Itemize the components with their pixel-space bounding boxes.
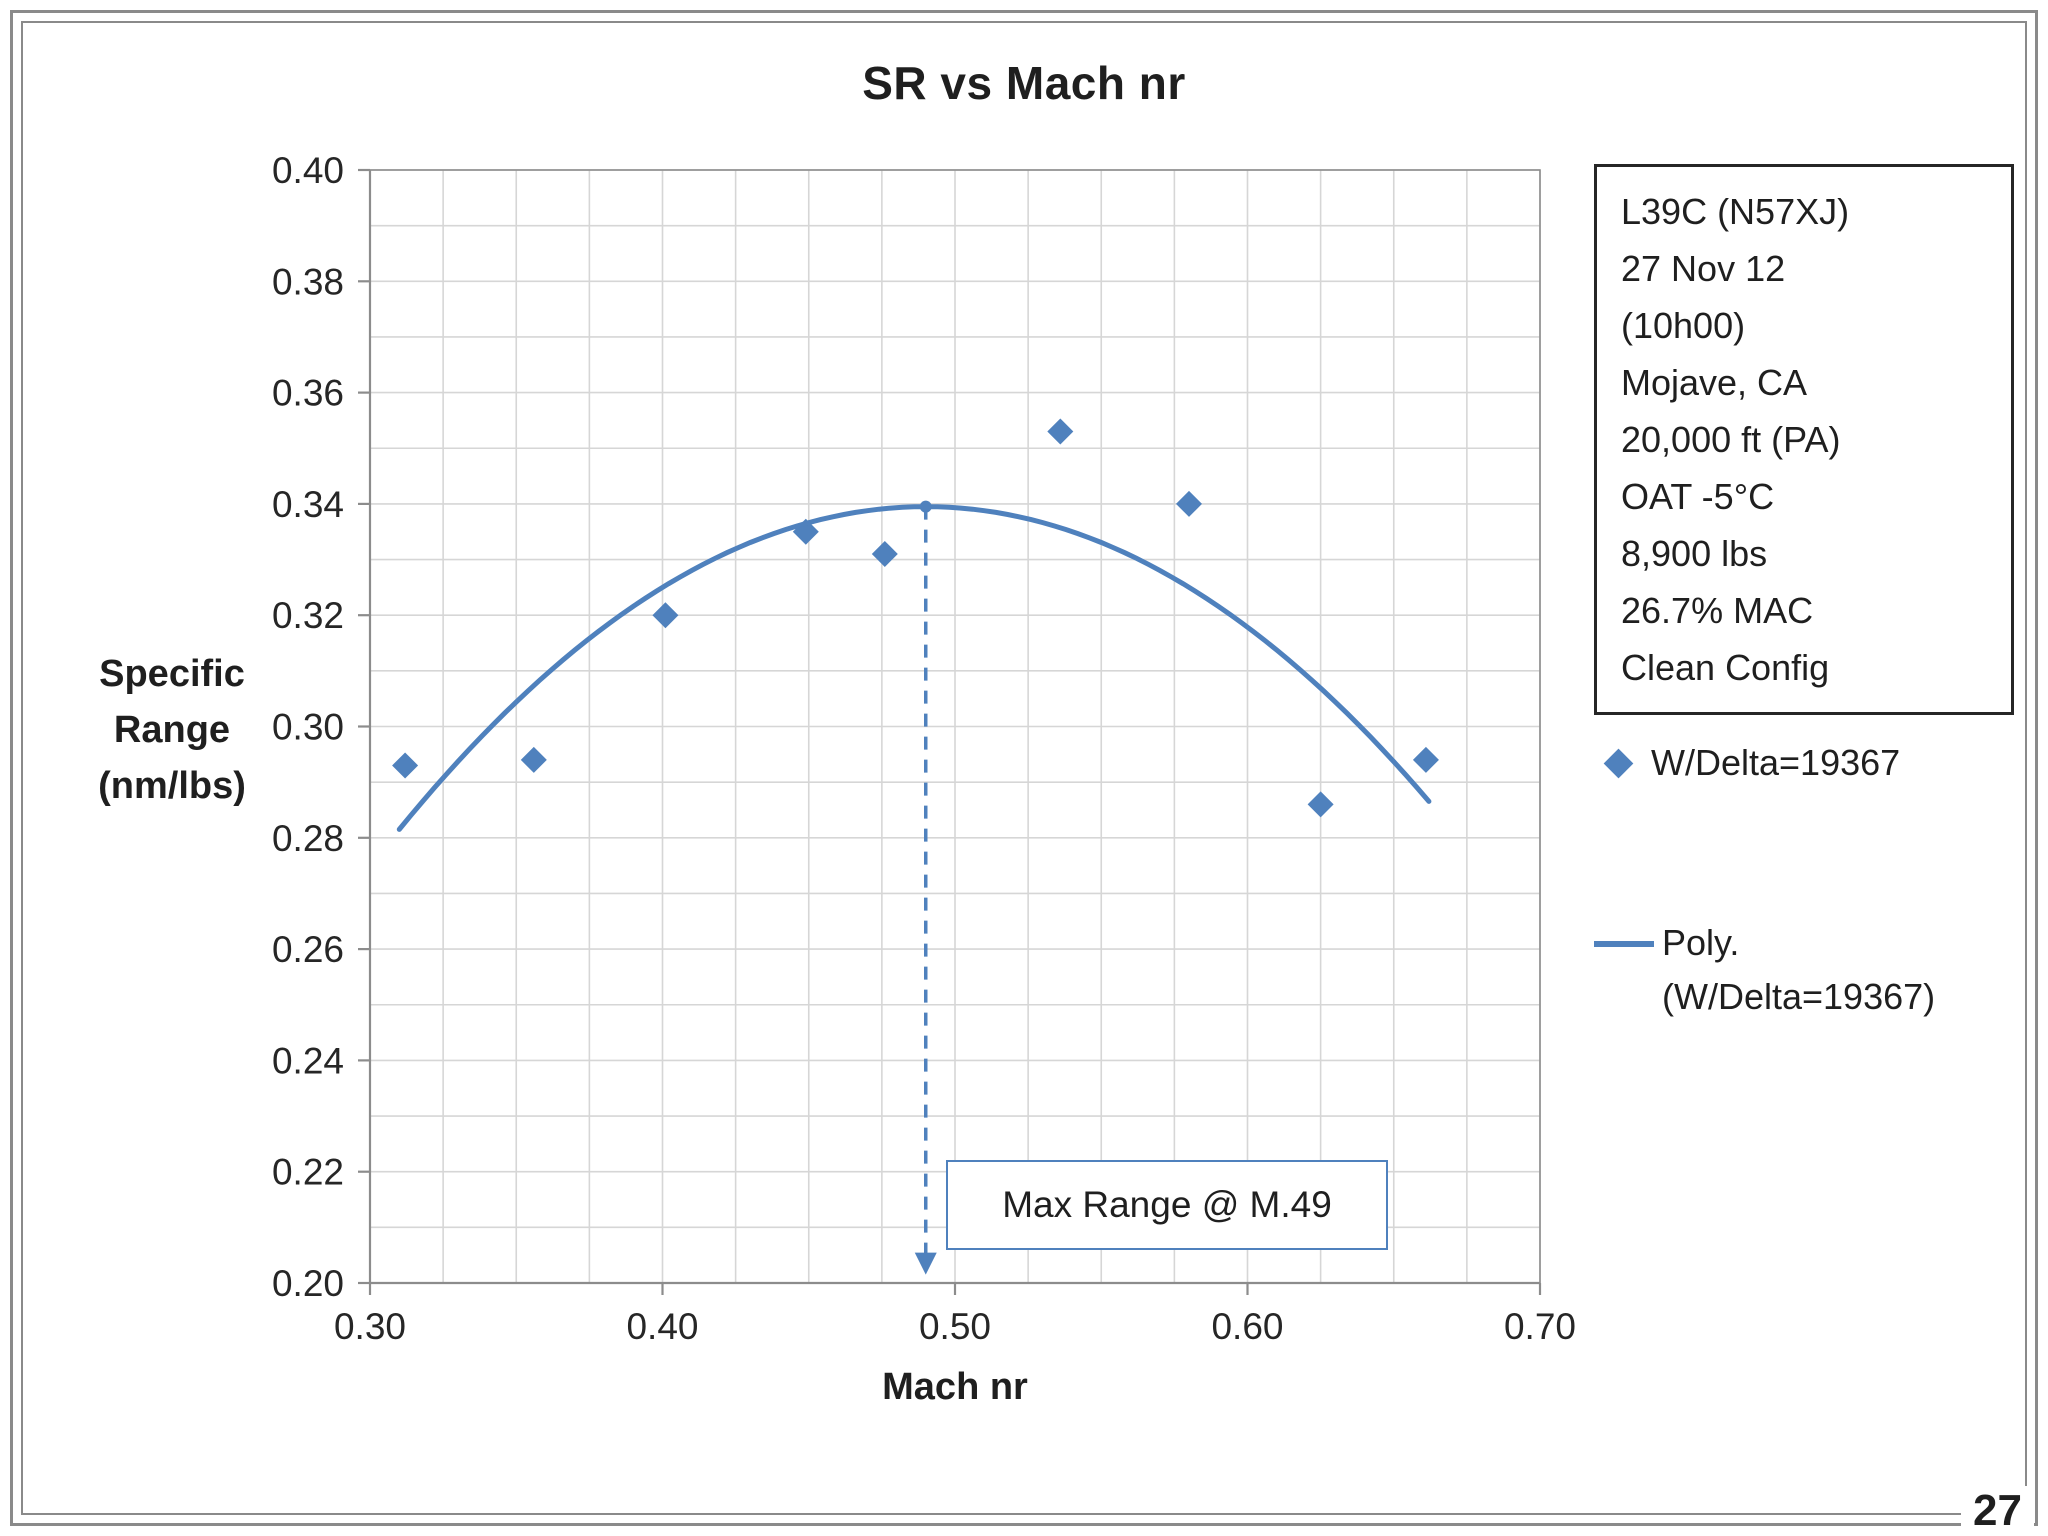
info-box-line: L39C (N57XJ) [1621, 191, 1850, 232]
legend-poly-label-line1: Poly. [1662, 922, 1740, 963]
legend-item-poly: Poly. (W/Delta=19367) [1594, 916, 1935, 1024]
data-point-diamond [652, 602, 679, 629]
chart-title: SR vs Mach nr [862, 57, 1186, 109]
page-number: 27 [1961, 1486, 2034, 1536]
y-tick-label: 0.28 [272, 818, 344, 859]
diamond-marker-icon [1603, 748, 1634, 778]
x-tick-label: 0.70 [1504, 1306, 1576, 1347]
y-tick-label: 0.38 [272, 261, 344, 302]
data-point-diamond [871, 540, 898, 567]
info-box-line: OAT -5°C [1621, 476, 1775, 517]
info-box-line: (10h00) [1621, 305, 1746, 346]
y-tick-label: 0.34 [272, 484, 344, 525]
data-point-diamond [1412, 746, 1439, 773]
data-point-diamond [1307, 791, 1334, 818]
x-tick-label: 0.50 [919, 1306, 991, 1347]
max-range-annotation: Max Range @ M.49 [946, 1160, 1388, 1250]
info-box-line: Clean Config [1621, 647, 1830, 688]
data-point-diamond [1047, 418, 1074, 445]
y-tick-label: 0.24 [272, 1040, 344, 1081]
y-tick-label: 0.32 [272, 595, 344, 636]
max-range-arrow-head [914, 1252, 937, 1275]
y-axis-title-line: Range [113, 709, 231, 751]
info-box-line: 8,900 lbs [1621, 533, 1768, 574]
flight-info-box: L39C (N57XJ) 27 Nov 12 (10h00) Mojave, CA 20… [1594, 164, 2014, 715]
data-point-diamond [1176, 490, 1202, 517]
info-box-line: 20,000 ft (PA) [1621, 419, 1841, 460]
x-tick-label: 0.30 [334, 1306, 406, 1347]
y-tick-label: 0.40 [272, 150, 344, 191]
legend-scatter-label: W/Delta=19367 [1651, 742, 1901, 783]
y-axis-title: Specific Range (nm/lbs) [42, 646, 302, 814]
y-tick-label: 0.20 [272, 1263, 344, 1304]
legend-poly-label-line2: (W/Delta=19367) [1662, 976, 1936, 1017]
line-marker-icon [1594, 941, 1654, 947]
info-box-line: 27 Nov 12 [1621, 248, 1786, 289]
x-tick-label: 0.60 [1211, 1306, 1283, 1347]
data-point-diamond [520, 746, 547, 773]
data-point-diamond [392, 752, 419, 779]
y-tick-label: 0.22 [272, 1152, 344, 1193]
legend-item-scatter: W/Delta=19367 [1603, 742, 1901, 784]
y-tick-label: 0.26 [272, 929, 344, 970]
legend-poly-label: Poly. (W/Delta=19367) [1662, 916, 1935, 1024]
info-box-line: 26.7% MAC [1621, 590, 1814, 631]
y-tick-label: 0.36 [272, 373, 344, 414]
x-axis-title: Mach nr [882, 1366, 1028, 1408]
poly-fit-curve [396, 504, 1432, 832]
y-axis-title-line: (nm/lbs) [98, 765, 246, 807]
x-tick-label: 0.40 [626, 1306, 698, 1347]
curve-peak-marker [919, 500, 932, 513]
info-box-line: Mojave, CA [1621, 362, 1808, 403]
y-tick-label: 0.30 [272, 707, 344, 748]
y-axis-title-line: Specific [99, 653, 245, 695]
